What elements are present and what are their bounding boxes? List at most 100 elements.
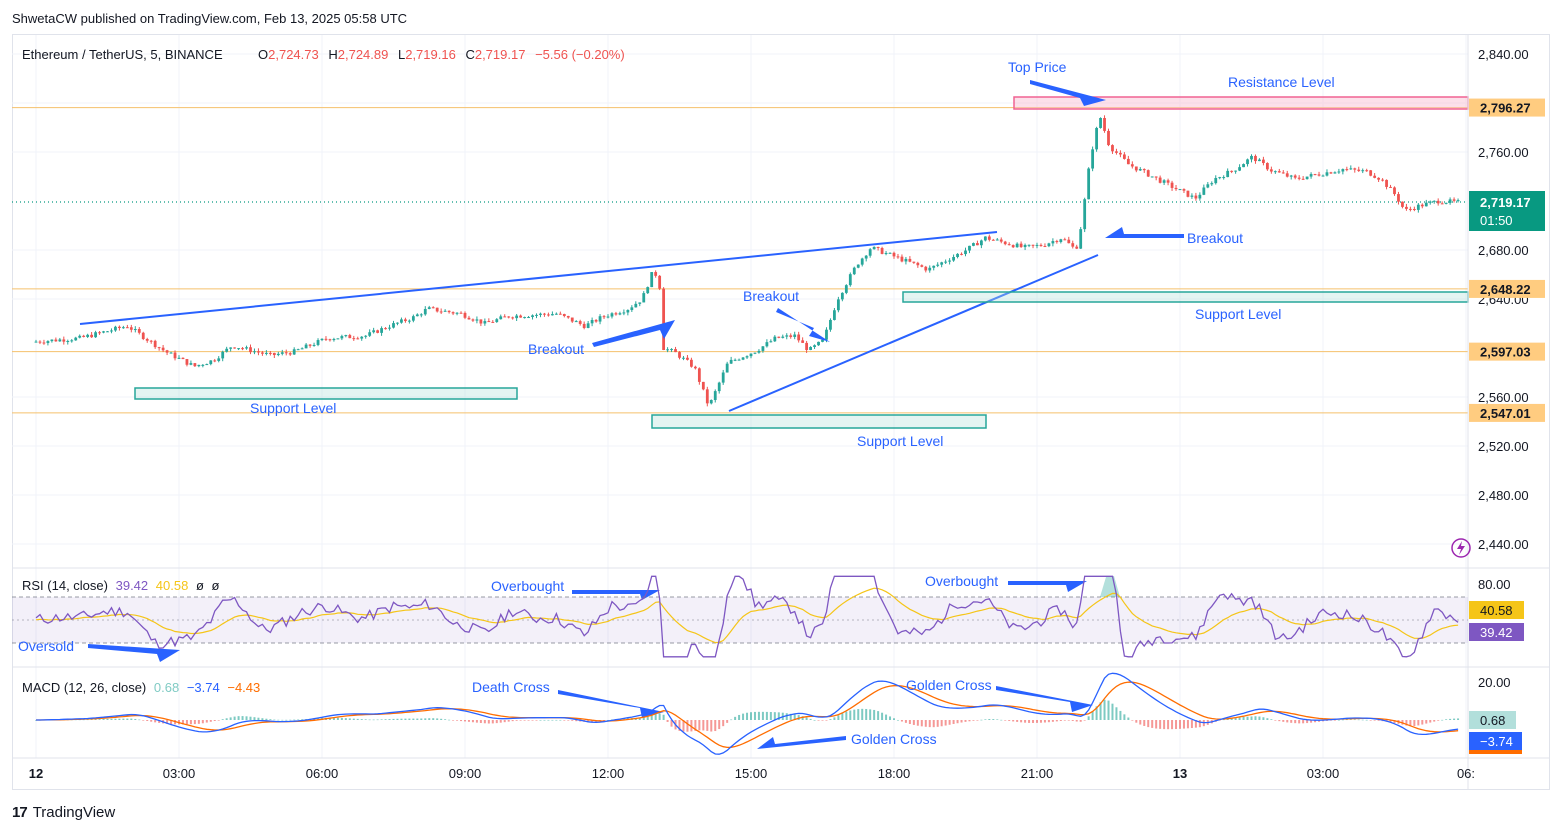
macd-hist-bar xyxy=(885,714,888,720)
ohlc-l-label: L xyxy=(398,47,405,62)
candle-body xyxy=(1119,152,1122,155)
candle-body xyxy=(300,348,304,350)
candle-body xyxy=(1083,199,1087,230)
support-box-c[interactable] xyxy=(902,291,1469,303)
macd-hist-bar xyxy=(559,719,562,721)
candle-body xyxy=(1353,168,1357,170)
macd-hist-bar xyxy=(587,720,590,723)
macd-hist-bar xyxy=(416,718,419,720)
candle-body xyxy=(1186,190,1190,197)
candle-body xyxy=(991,239,995,241)
candle-body xyxy=(868,249,872,256)
candle-body xyxy=(1146,170,1150,177)
candle-body xyxy=(515,315,519,319)
arrow-golden-cross-b xyxy=(757,736,846,749)
price-tick-label: 2,560.00 xyxy=(1478,390,1529,405)
candle-body xyxy=(594,319,598,322)
candle-body xyxy=(1138,169,1142,171)
candle-body xyxy=(1134,166,1138,171)
label-resistance: Resistance Level xyxy=(1228,74,1335,90)
candle-body xyxy=(324,338,328,340)
macd-hist-bar xyxy=(1103,699,1106,720)
candle-body xyxy=(1242,164,1245,168)
candle-body xyxy=(1305,176,1309,180)
macd-hist-bar xyxy=(170,720,173,725)
candle-body xyxy=(1190,195,1194,197)
candle-body xyxy=(578,321,582,324)
macd-hist-bar xyxy=(734,716,737,720)
macd-hist-bar xyxy=(388,719,391,720)
candle-body xyxy=(340,336,344,339)
candle-body xyxy=(626,310,630,313)
candle-body xyxy=(1317,174,1321,176)
macd-hist-bar xyxy=(189,720,192,725)
macd-hist-bar xyxy=(678,720,681,731)
candle-body xyxy=(181,357,185,360)
macd-hist-bar xyxy=(857,709,860,720)
macd-hist-bar xyxy=(134,718,137,720)
candle-body xyxy=(1154,176,1158,178)
candle-body xyxy=(809,346,812,350)
time-tick-label: 15:00 xyxy=(735,766,768,781)
macd-hist-bar xyxy=(805,717,808,720)
macd-hist-bar xyxy=(1167,720,1170,730)
macd-hist-bar xyxy=(1278,720,1281,722)
candle-body xyxy=(423,308,427,315)
candle-body xyxy=(840,292,844,300)
upper-trendline[interactable] xyxy=(79,231,998,325)
alert-lightning-icon[interactable] xyxy=(1451,538,1471,558)
candle-body xyxy=(304,344,308,349)
macd-hist-bar xyxy=(1437,720,1440,721)
candle-body xyxy=(618,313,622,315)
candle-body xyxy=(737,359,741,361)
candle-body xyxy=(1023,244,1027,248)
macd-hist-bar xyxy=(1083,720,1086,721)
candle-body xyxy=(1142,169,1146,171)
candle-body xyxy=(836,299,840,311)
ohlc-c-label: C xyxy=(465,47,474,62)
macd-hist-bar xyxy=(968,720,971,722)
macd-hist-bar xyxy=(654,713,657,720)
candle-body xyxy=(1234,170,1238,172)
candle-body xyxy=(654,272,658,276)
lower-trendline[interactable] xyxy=(728,254,1099,412)
macd-hist-bar xyxy=(1234,717,1237,720)
candle-body xyxy=(821,339,824,342)
candle-body xyxy=(225,348,229,352)
candle-body xyxy=(455,312,459,314)
candle-body xyxy=(1011,245,1015,248)
time-tick-label: 12:00 xyxy=(592,766,625,781)
macd-line xyxy=(36,672,1459,755)
candle-body xyxy=(761,346,765,351)
support-box-b[interactable] xyxy=(651,414,987,429)
candle-body xyxy=(713,391,717,401)
candle-body xyxy=(1325,172,1329,176)
macd-hist-bar xyxy=(491,720,494,724)
label-breakout-c: Breakout xyxy=(1187,230,1243,246)
level-badge-label: 2,597.03 xyxy=(1480,345,1531,360)
macd-hist-bar xyxy=(464,720,466,722)
macd-hist-bar xyxy=(718,720,721,730)
candle-body xyxy=(459,312,463,314)
macd-hist-bar xyxy=(765,711,768,720)
level-badge-bg xyxy=(1469,279,1545,298)
macd-hist-bar xyxy=(1453,718,1456,720)
macd-badge: −3.74 xyxy=(1480,734,1513,749)
candle-body xyxy=(1047,243,1051,247)
macd-hist-value: 0.68 xyxy=(154,680,179,695)
candle-body xyxy=(396,322,399,324)
candle-body xyxy=(62,339,66,342)
candle-body xyxy=(976,243,979,246)
macd-hist-bar xyxy=(217,720,220,721)
candle-body xyxy=(153,340,157,348)
candle-body xyxy=(547,314,550,316)
macd-hist-bar xyxy=(1039,720,1042,723)
macd-hist-bar xyxy=(1095,706,1098,720)
candle-body xyxy=(137,329,141,333)
macd-hist-bar xyxy=(1246,716,1249,720)
arrow-breakout-b xyxy=(776,308,830,342)
support-box-a[interactable] xyxy=(134,387,518,400)
candle-body xyxy=(1262,159,1265,164)
macd-hist-bar xyxy=(225,718,228,720)
